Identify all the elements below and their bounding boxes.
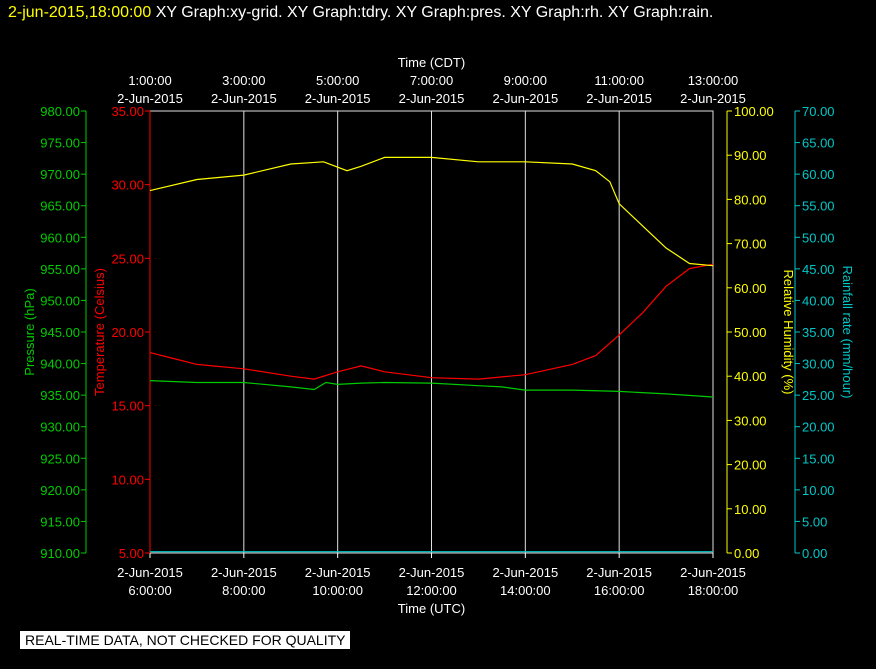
header-timestamp: 2-jun-2015,18:00:00 bbox=[8, 4, 152, 21]
chart-header: 2-jun-2015,18:00:00 XY Graph:xy-grid. XY… bbox=[8, 4, 713, 22]
temperature-tick-label: 15.00 bbox=[111, 399, 144, 414]
top-tick-label: 3:00:00 bbox=[222, 73, 265, 88]
pressure-tick-label: 945.00 bbox=[40, 325, 80, 340]
pressure-tick-label: 950.00 bbox=[40, 293, 80, 308]
pressure-tick-label: 940.00 bbox=[40, 357, 80, 372]
top-tick-label: 2-Jun-2015 bbox=[211, 91, 277, 106]
top-tick-label: 7:00:00 bbox=[410, 73, 453, 88]
top-tick-label: 2-Jun-2015 bbox=[117, 91, 183, 106]
rainfall-tick-label: 10.00 bbox=[802, 483, 835, 498]
pressure-tick-label: 925.00 bbox=[40, 451, 80, 466]
rainfall-tick-label: 30.00 bbox=[802, 357, 835, 372]
top-tick-label: 2-Jun-2015 bbox=[492, 91, 558, 106]
humidity-tick-label: 0.00 bbox=[734, 546, 759, 561]
bottom-tick-label: 2-Jun-2015 bbox=[680, 565, 746, 580]
bottom-tick-label: 12:00:00 bbox=[406, 583, 457, 598]
pressure-axis-label: Pressure (hPa) bbox=[22, 288, 37, 375]
bottom-tick-label: 14:00:00 bbox=[500, 583, 551, 598]
top-tick-label: 11:00:00 bbox=[594, 73, 644, 88]
bottom-tick-label: 2-Jun-2015 bbox=[399, 565, 465, 580]
pressure-tick-label: 935.00 bbox=[40, 388, 80, 403]
humidity-axis-label: Relative Humidity (%) bbox=[781, 270, 796, 395]
pressure-tick-label: 915.00 bbox=[40, 514, 80, 529]
bottom-tick-label: 2-Jun-2015 bbox=[305, 565, 371, 580]
rainfall-tick-label: 70.00 bbox=[802, 104, 835, 119]
temperature-series-line bbox=[149, 263, 714, 380]
top-tick-label: 1:00:00 bbox=[128, 73, 171, 88]
bottom-tick-label: 2-Jun-2015 bbox=[586, 565, 652, 580]
humidity-tick-label: 80.00 bbox=[734, 192, 767, 207]
temperature-tick-label: 30.00 bbox=[111, 178, 144, 193]
humidity-tick-label: 30.00 bbox=[734, 413, 767, 428]
rainfall-tick-label: 20.00 bbox=[802, 420, 835, 435]
bottom-tick-label: 8:00:00 bbox=[222, 583, 265, 598]
top-tick-label: 13:00:00 bbox=[688, 73, 739, 88]
temperature-tick-label: 20.00 bbox=[111, 325, 144, 340]
quality-notice: REAL-TIME DATA, NOT CHECKED FOR QUALITY bbox=[20, 631, 351, 649]
temperature-tick-label: 10.00 bbox=[111, 472, 144, 487]
rainfall-tick-label: 50.00 bbox=[802, 230, 835, 245]
temperature-axis-label: Temperature (Celsius) bbox=[92, 268, 107, 396]
pressure-tick-label: 970.00 bbox=[40, 167, 80, 182]
pressure-tick-label: 980.00 bbox=[40, 104, 80, 119]
rainfall-tick-label: 45.00 bbox=[802, 262, 835, 277]
top-tick-label: 2-Jun-2015 bbox=[586, 91, 652, 106]
top-tick-label: 9:00:00 bbox=[504, 73, 547, 88]
rainfall-axis-label: Rainfall rate (mm/hour) bbox=[840, 266, 855, 399]
humidity-tick-label: 10.00 bbox=[734, 502, 767, 517]
bottom-tick-label: 18:00:00 bbox=[688, 583, 739, 598]
bottom-tick-label: 10:00:00 bbox=[312, 583, 363, 598]
rainfall-tick-label: 5.00 bbox=[802, 514, 827, 529]
top-tick-label: 5:00:00 bbox=[316, 73, 359, 88]
bottom-tick-label: 2-Jun-2015 bbox=[211, 565, 277, 580]
pressure-tick-label: 930.00 bbox=[40, 420, 80, 435]
bottom-tick-label: 6:00:00 bbox=[128, 583, 171, 598]
top-tick-label: 2-Jun-2015 bbox=[399, 91, 465, 106]
pressure-tick-label: 955.00 bbox=[40, 262, 80, 277]
humidity-tick-label: 20.00 bbox=[734, 458, 767, 473]
pressure-tick-label: 965.00 bbox=[40, 199, 80, 214]
top-tick-label: 2-Jun-2015 bbox=[305, 91, 371, 106]
temperature-tick-label: 5.00 bbox=[119, 546, 144, 561]
top-axis-label: Time (CDT) bbox=[398, 55, 465, 70]
pressure-tick-label: 975.00 bbox=[40, 136, 80, 151]
rainfall-tick-label: 65.00 bbox=[802, 136, 835, 151]
humidity-tick-label: 40.00 bbox=[734, 369, 767, 384]
pressure-series-line bbox=[149, 380, 714, 398]
rainfall-tick-label: 0.00 bbox=[802, 546, 827, 561]
header-graph-titles: XY Graph:xy-grid. XY Graph:tdry. XY Grap… bbox=[155, 4, 714, 21]
pressure-tick-label: 960.00 bbox=[40, 230, 80, 245]
rainfall-tick-label: 25.00 bbox=[802, 388, 835, 403]
humidity-tick-label: 60.00 bbox=[734, 281, 767, 296]
rainfall-tick-label: 40.00 bbox=[802, 293, 835, 308]
bottom-tick-label: 2-Jun-2015 bbox=[117, 565, 183, 580]
humidity-tick-label: 70.00 bbox=[734, 237, 767, 252]
bottom-axis-label: Time (UTC) bbox=[398, 601, 465, 616]
pressure-tick-label: 910.00 bbox=[40, 546, 80, 561]
bottom-tick-label: 2-Jun-2015 bbox=[492, 565, 558, 580]
temperature-tick-label: 35.00 bbox=[111, 104, 144, 119]
humidity-series-line bbox=[149, 156, 714, 267]
temperature-tick-label: 25.00 bbox=[111, 251, 144, 266]
humidity-tick-label: 100.00 bbox=[734, 104, 774, 119]
humidity-tick-label: 50.00 bbox=[734, 325, 767, 340]
rainfall-tick-label: 15.00 bbox=[802, 451, 835, 466]
rainfall-tick-label: 60.00 bbox=[802, 167, 835, 182]
pressure-tick-label: 920.00 bbox=[40, 483, 80, 498]
top-tick-label: 2-Jun-2015 bbox=[680, 91, 746, 106]
rainfall-tick-label: 35.00 bbox=[802, 325, 835, 340]
humidity-tick-label: 90.00 bbox=[734, 148, 767, 163]
bottom-tick-label: 16:00:00 bbox=[594, 583, 645, 598]
rainfall-tick-label: 55.00 bbox=[802, 199, 835, 214]
